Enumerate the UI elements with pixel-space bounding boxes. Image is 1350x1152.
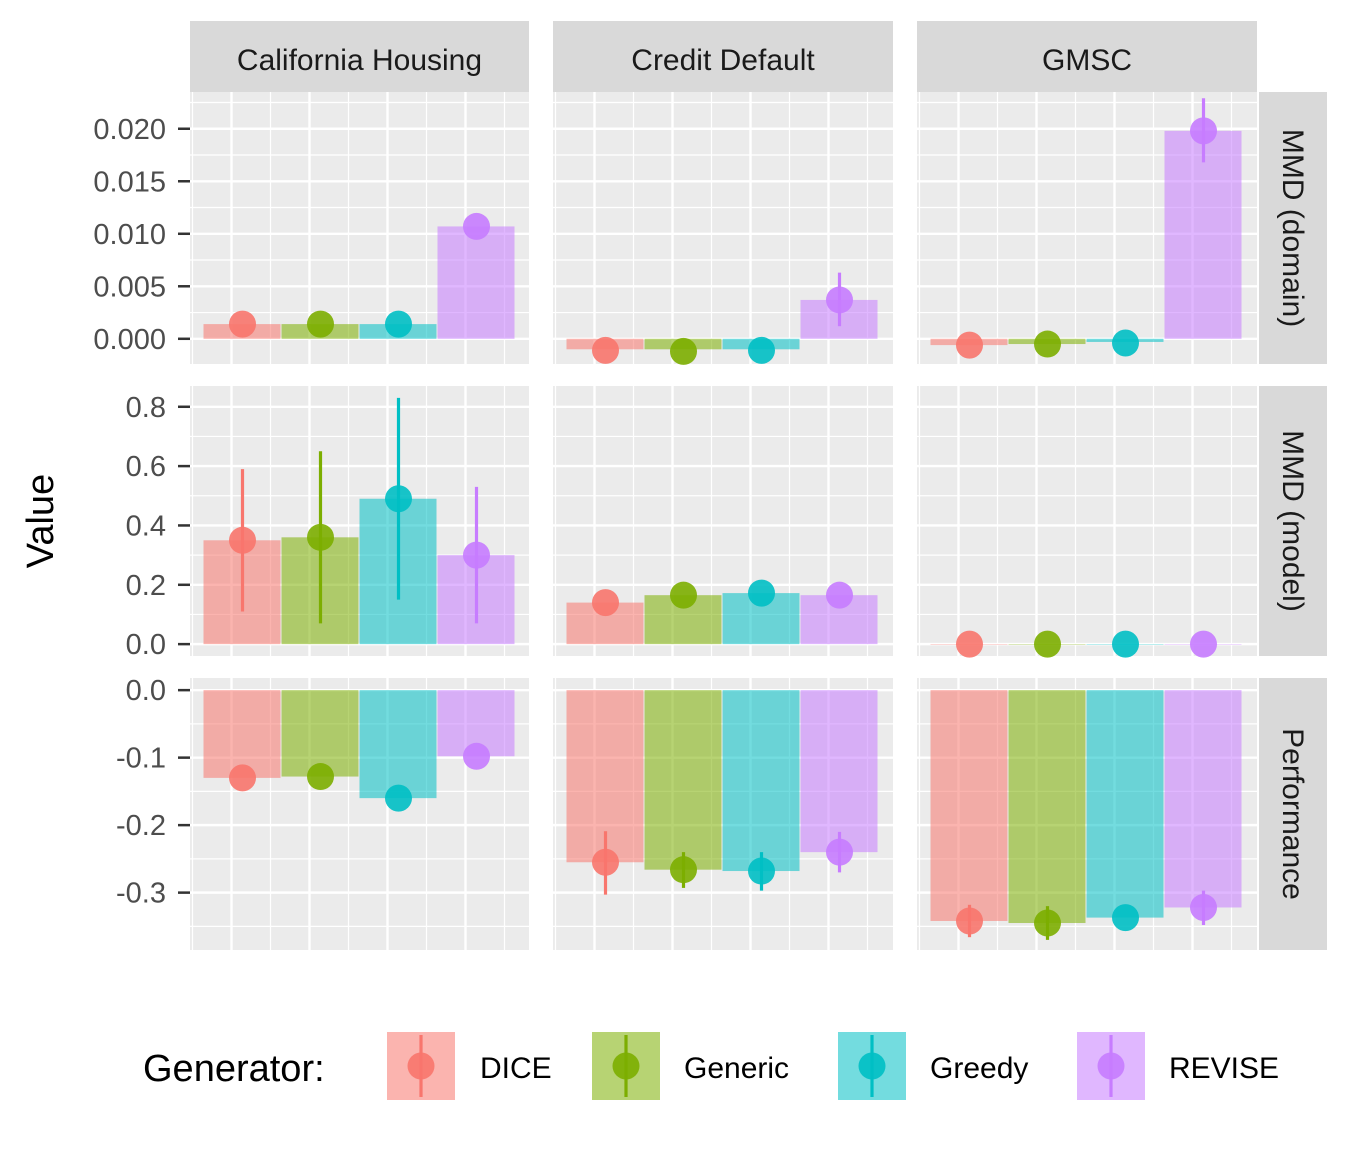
panel-mmd-model-california-housing xyxy=(190,386,529,656)
bar-revise xyxy=(1164,690,1242,908)
row-strip-mmd-domain xyxy=(1259,92,1327,364)
point-greedy xyxy=(748,336,775,364)
point-greedy xyxy=(1112,904,1139,932)
panel-performance-gmsc xyxy=(917,678,1257,950)
panel-background xyxy=(917,386,1257,656)
y-tick-label: 0.4 xyxy=(126,510,166,542)
panel-mmd-domain-california-housing xyxy=(190,92,529,364)
y-tick-label: 0.2 xyxy=(126,570,166,602)
point-greedy xyxy=(1112,630,1139,658)
row-strip-label-mmd-model: MMD (model) xyxy=(1276,430,1309,612)
point-greedy xyxy=(385,784,412,812)
legend-key-point-greedy xyxy=(858,1052,886,1080)
panel-performance-credit-default xyxy=(553,678,893,950)
point-dice xyxy=(956,907,983,935)
row-strip-performance xyxy=(1259,678,1327,950)
panel-performance-california-housing xyxy=(190,678,529,950)
panel-mmd-domain-credit-default xyxy=(553,92,893,365)
point-dice xyxy=(592,336,619,364)
legend-label-generic: Generic xyxy=(684,1052,789,1085)
bar-revise xyxy=(1164,130,1242,339)
legend-key-point-revise xyxy=(1097,1052,1125,1080)
point-revise xyxy=(463,541,490,569)
y-tick-label: 0.010 xyxy=(93,219,166,251)
point-generic xyxy=(1034,330,1061,358)
y-tick-label: 0.020 xyxy=(93,114,166,146)
legend-label-greedy: Greedy xyxy=(930,1052,1028,1085)
point-generic xyxy=(670,856,697,884)
panel-mmd-model-gmsc xyxy=(917,386,1257,658)
y-tick-label: 0.0 xyxy=(126,629,166,661)
point-revise xyxy=(1190,630,1217,658)
point-revise xyxy=(463,212,490,240)
y-tick-label: 0.015 xyxy=(93,166,166,198)
point-generic xyxy=(670,581,697,609)
point-revise xyxy=(463,742,490,770)
bar-revise xyxy=(437,226,515,339)
point-greedy xyxy=(1112,329,1139,357)
point-generic xyxy=(1034,909,1061,937)
facet-strip-california-housing xyxy=(190,21,529,92)
legend-label-dice: DICE xyxy=(480,1052,552,1085)
row-strip-label-mmd-domain: MMD (domain) xyxy=(1276,129,1309,327)
facet-strip-label-credit-default: Credit Default xyxy=(631,44,815,77)
point-dice xyxy=(592,589,619,617)
bar-dice xyxy=(203,690,281,778)
y-tick-label: 0.8 xyxy=(126,392,166,424)
point-dice xyxy=(956,331,983,359)
panel-mmd-model-credit-default xyxy=(553,386,893,656)
facet-strip-credit-default xyxy=(553,21,893,92)
bar-greedy xyxy=(359,690,437,799)
bar-revise xyxy=(800,690,878,853)
panel-mmd-domain-gmsc xyxy=(917,92,1257,364)
facet-strip-label-california-housing: California Housing xyxy=(237,44,482,77)
point-greedy xyxy=(748,857,775,885)
y-axis-title: Value xyxy=(20,474,62,568)
y-tick-label: 0.6 xyxy=(126,451,166,483)
y-tick-label: -0.1 xyxy=(116,743,166,775)
legend-key-point-generic xyxy=(612,1052,640,1080)
point-dice xyxy=(229,764,256,792)
bar-generic xyxy=(1008,690,1086,924)
bar-greedy xyxy=(722,690,800,872)
legend-key-point-dice xyxy=(407,1052,435,1080)
point-revise xyxy=(826,581,853,609)
point-generic xyxy=(307,310,334,338)
bar-generic xyxy=(281,690,359,777)
point-generic xyxy=(670,337,697,365)
row-strip-label-performance: Performance xyxy=(1276,728,1309,900)
legend-label-revise: REVISE xyxy=(1169,1052,1279,1085)
point-revise xyxy=(826,286,853,314)
bar-generic xyxy=(644,690,722,870)
legend: Generator: DICE Generic Greedy REVISE xyxy=(143,1032,1279,1100)
point-revise xyxy=(1190,117,1217,145)
point-revise xyxy=(1190,893,1217,921)
point-dice xyxy=(229,310,256,338)
y-tick-label: -0.2 xyxy=(116,810,166,842)
point-revise xyxy=(826,838,853,866)
row-strip-mmd-model xyxy=(1259,386,1327,656)
y-tick-label: 0.0 xyxy=(126,675,166,707)
point-greedy xyxy=(385,485,412,513)
point-greedy xyxy=(748,579,775,607)
y-tick-label: 0.005 xyxy=(93,271,166,303)
point-generic xyxy=(307,763,334,791)
facet-strip-label-gmsc: GMSC xyxy=(1042,44,1132,77)
legend-title: Generator: xyxy=(143,1048,325,1090)
point-dice xyxy=(229,526,256,554)
bar-dice xyxy=(930,690,1008,921)
point-generic xyxy=(307,523,334,551)
facet-strip-gmsc xyxy=(917,21,1257,92)
point-dice xyxy=(956,630,983,658)
point-generic xyxy=(1034,630,1061,658)
y-tick-label: -0.3 xyxy=(116,878,166,910)
point-greedy xyxy=(385,310,412,338)
bar-greedy xyxy=(1086,690,1164,918)
point-dice xyxy=(592,848,619,876)
y-tick-label: 0.000 xyxy=(93,324,166,356)
